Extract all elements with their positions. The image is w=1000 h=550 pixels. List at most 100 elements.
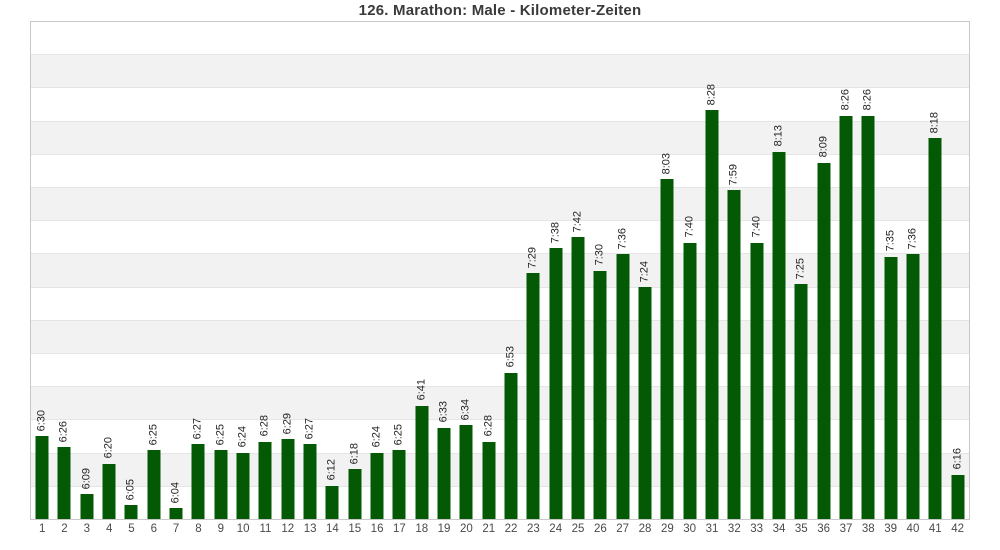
bar xyxy=(794,284,808,519)
bar-slot: 6:12 14 xyxy=(321,22,343,535)
bar-value-label: 7:40 xyxy=(750,216,763,238)
bar xyxy=(169,507,183,519)
bar-slot: 7:42 25 xyxy=(567,22,589,535)
bar-slot: 7:36 40 xyxy=(902,22,924,535)
x-tick-label: 19 xyxy=(437,523,451,535)
bar-value-label: 6:24 xyxy=(370,426,383,448)
x-tick-label: 17 xyxy=(393,523,406,535)
bar-slot: 8:26 38 xyxy=(857,22,879,535)
bar-value-label: 6:20 xyxy=(102,437,115,459)
x-tick-label: 18 xyxy=(415,523,429,535)
bar-value-label: 6:24 xyxy=(236,426,249,448)
bar xyxy=(638,287,652,519)
bar xyxy=(124,505,138,519)
bar-series: 6:30 1 6:26 2 6:09 3 6:20 4 6:05 5 6:25 6 6:04 7 6:27 8… xyxy=(31,22,969,535)
grid-band xyxy=(31,220,969,253)
grid-band xyxy=(31,319,969,354)
bar-slot: 7:40 33 xyxy=(746,22,768,535)
bar-value-label: 7:35 xyxy=(884,230,897,252)
bar xyxy=(437,427,451,519)
bar xyxy=(459,425,473,519)
bar-slot: 6:29 12 xyxy=(277,22,299,535)
bar-value-label: 7:25 xyxy=(794,257,807,280)
bar xyxy=(593,270,607,519)
x-tick-label: 35 xyxy=(794,523,808,535)
x-tick-label: 16 xyxy=(370,523,384,535)
x-tick-label: 15 xyxy=(348,523,362,535)
x-tick-label: 30 xyxy=(683,523,697,535)
bar-value-label: 6:27 xyxy=(191,418,204,440)
bar-slot: 6:25 17 xyxy=(388,22,410,535)
bar-value-label: 8:28 xyxy=(705,83,718,106)
bar xyxy=(727,190,741,519)
bar-value-label: 6:05 xyxy=(124,478,137,501)
bar-value-label: 7:29 xyxy=(526,246,539,269)
x-tick-label: 39 xyxy=(884,523,898,535)
bar xyxy=(549,248,563,519)
x-tick-label: 23 xyxy=(526,523,540,535)
x-tick-label: 8 xyxy=(195,523,202,535)
x-tick-label: 14 xyxy=(326,523,339,535)
grid-band xyxy=(31,187,969,221)
bar-value-label: 7:36 xyxy=(616,227,629,249)
x-tick-label: 28 xyxy=(638,523,652,535)
bar-slot: 6:25 9 xyxy=(210,22,232,535)
grid-band xyxy=(31,485,969,519)
bar-slot: 6:05 5 xyxy=(120,22,142,535)
bar-slot: 6:25 6 xyxy=(143,22,165,535)
bar-value-label: 6:25 xyxy=(214,423,227,445)
bar xyxy=(817,162,831,519)
bar xyxy=(482,441,496,519)
x-tick-label: 41 xyxy=(928,523,942,535)
x-tick-label: 21 xyxy=(482,523,496,535)
bar-value-label: 8:13 xyxy=(772,125,785,147)
bar-slot: 7:25 35 xyxy=(790,22,812,535)
bar-value-label: 6:18 xyxy=(348,442,361,465)
x-tick-label: 27 xyxy=(616,523,630,535)
bar-value-label: 6:41 xyxy=(415,379,428,401)
x-tick-label: 31 xyxy=(705,523,719,535)
bar xyxy=(57,447,71,519)
bar-value-label: 6:09 xyxy=(80,467,93,490)
bar-slot: 6:30 1 xyxy=(31,22,53,535)
grid-band xyxy=(31,353,969,386)
x-tick-label: 11 xyxy=(259,523,272,535)
grid-band xyxy=(31,386,969,420)
x-tick-label: 5 xyxy=(128,523,135,535)
chart-title: 126. Marathon: Male - Kilometer-Zeiten xyxy=(358,2,642,19)
x-tick-label: 34 xyxy=(772,523,786,535)
bar-value-label: 7:24 xyxy=(638,260,651,283)
bar-value-label: 8:26 xyxy=(839,89,852,111)
bar-slot: 7:24 28 xyxy=(634,22,656,535)
bar xyxy=(906,253,920,519)
bar xyxy=(35,436,49,519)
bar-slot: 6:53 22 xyxy=(500,22,522,535)
bar-slot: 7:40 30 xyxy=(679,22,701,535)
x-tick-label: 36 xyxy=(817,523,831,535)
bar-value-label: 6:29 xyxy=(281,412,294,434)
bar-slot: 7:38 24 xyxy=(545,22,567,535)
bar-slot: 6:26 2 xyxy=(53,22,75,535)
x-tick-label: 37 xyxy=(839,523,853,535)
bar xyxy=(392,449,406,519)
bar-value-label: 6:12 xyxy=(325,459,338,481)
bar-slot: 6:28 11 xyxy=(254,22,276,535)
bar-slot: 6:27 13 xyxy=(299,22,321,535)
bar xyxy=(214,449,228,519)
bar xyxy=(839,115,853,519)
x-tick-label: 32 xyxy=(727,523,741,535)
bar-slot: 8:18 41 xyxy=(924,22,946,535)
bar-slot: 6:09 3 xyxy=(76,22,98,535)
bar-slot: 6:18 15 xyxy=(344,22,366,535)
bar-slot: 7:35 39 xyxy=(879,22,901,535)
x-tick-label: 29 xyxy=(660,523,674,535)
x-tick-label: 33 xyxy=(750,523,764,535)
bar xyxy=(683,242,697,519)
bar xyxy=(236,452,250,519)
bar-slot: 6:24 16 xyxy=(366,22,388,535)
bar-slot: 6:20 4 xyxy=(98,22,120,535)
bar-slot: 7:59 32 xyxy=(723,22,745,535)
bar xyxy=(281,438,295,519)
bar-slot: 6:27 8 xyxy=(187,22,209,535)
bar-value-label: 7:59 xyxy=(727,164,740,186)
